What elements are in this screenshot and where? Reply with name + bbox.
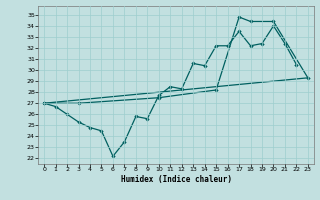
X-axis label: Humidex (Indice chaleur): Humidex (Indice chaleur) (121, 175, 231, 184)
